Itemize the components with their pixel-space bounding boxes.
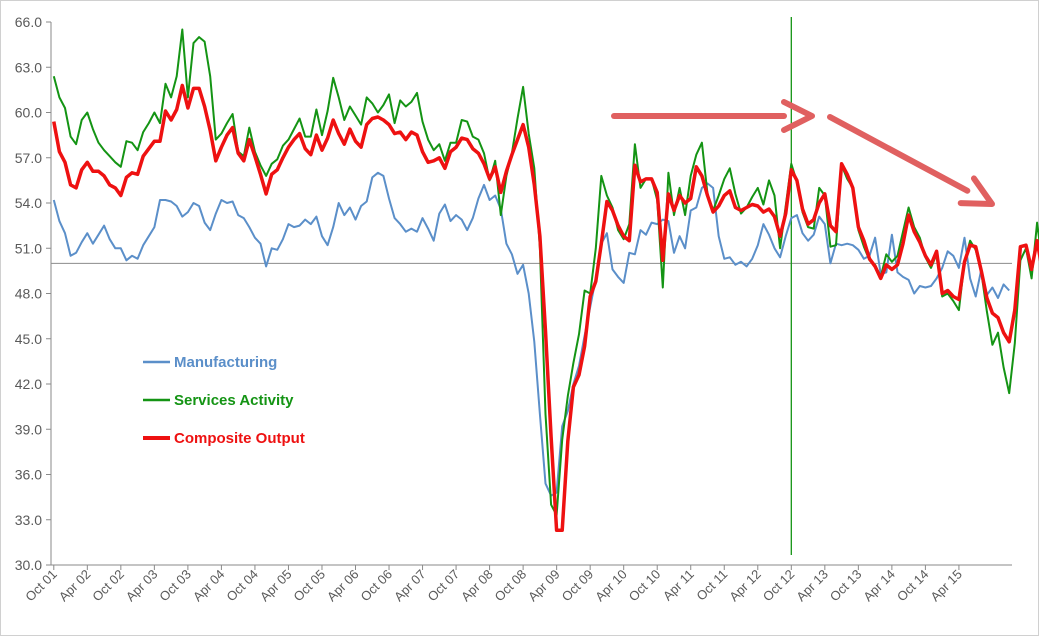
y-tick-label: 54.0 <box>15 195 42 211</box>
x-tick-label: Oct 12 <box>760 567 798 605</box>
x-tick-label: Apr 11 <box>660 567 697 604</box>
flat-trend-arrow-head <box>781 99 815 133</box>
y-tick-label: 39.0 <box>15 421 42 437</box>
x-tick-label: Apr 12 <box>726 567 764 605</box>
legend-label-composite: Composite Output <box>174 430 305 447</box>
y-axis-ticks: 30.0 33.0 36.0 39.0 42.0 45.0 48.0 51.0 54.0 57.0… <box>15 14 51 573</box>
x-tick-label: Apr 07 <box>391 567 429 605</box>
x-tick-label: Oct 07 <box>425 567 463 605</box>
series-lines <box>52 28 1039 533</box>
legend-label-services: Services Activity <box>174 392 294 409</box>
x-tick-label: Oct 05 <box>290 567 328 605</box>
x-tick-label: Apr 05 <box>257 567 295 605</box>
x-tick-label: Apr 02 <box>56 567 94 605</box>
reference-lines <box>51 17 1012 555</box>
flat-trend-arrow <box>611 99 815 133</box>
x-tick-label: Apr 08 <box>458 567 496 605</box>
downward-trend-arrow <box>827 114 995 207</box>
x-tick-label: Oct 11 <box>693 567 730 604</box>
axes <box>50 22 1012 566</box>
x-tick-label: Apr 03 <box>123 567 161 605</box>
legend-label-manufacturing: Manufacturing <box>174 354 277 371</box>
x-tick-label: Oct 03 <box>156 567 194 605</box>
y-tick-label: 48.0 <box>15 286 42 302</box>
x-tick-label: Apr 10 <box>592 567 630 605</box>
x-tick-label: Oct 09 <box>559 567 597 605</box>
y-tick-label: 42.0 <box>15 376 42 392</box>
x-tick-label: Apr 13 <box>793 567 831 605</box>
x-tick-label: Apr 14 <box>860 567 898 605</box>
y-tick-label: 57.0 <box>15 150 42 166</box>
y-tick-label: 36.0 <box>15 467 42 483</box>
y-tick-label: 33.0 <box>15 512 42 528</box>
y-tick-label: 30.0 <box>15 557 42 573</box>
y-tick-label: 51.0 <box>15 240 42 256</box>
y-tick-label: 60.0 <box>15 105 42 121</box>
downward-trend-arrow-shaft <box>827 114 971 194</box>
x-tick-label: Oct 02 <box>89 567 127 605</box>
downward-trend-arrow-head <box>957 175 995 207</box>
y-tick-label: 66.0 <box>15 14 42 30</box>
trend-arrows <box>611 99 995 207</box>
x-tick-label: Oct 08 <box>492 567 530 605</box>
y-tick-label: 63.0 <box>15 59 42 75</box>
x-tick-label: Apr 06 <box>324 567 362 605</box>
composite-output-line <box>52 83 1039 533</box>
x-tick-label: Oct 13 <box>827 567 865 605</box>
x-tick-label: Oct 10 <box>626 567 664 605</box>
y-tick-label: 45.0 <box>15 331 42 347</box>
x-tick-label: Apr 04 <box>190 567 228 605</box>
legend: Manufacturing Services Activity Composit… <box>143 354 305 447</box>
x-tick-label: Apr 09 <box>525 567 563 605</box>
x-tick-label: Oct 04 <box>223 567 261 605</box>
manufacturing-line <box>52 171 1010 497</box>
x-tick-label: Oct 14 <box>894 567 932 605</box>
x-tick-label: Apr 15 <box>927 567 965 605</box>
x-tick-label: Oct 06 <box>357 567 395 605</box>
